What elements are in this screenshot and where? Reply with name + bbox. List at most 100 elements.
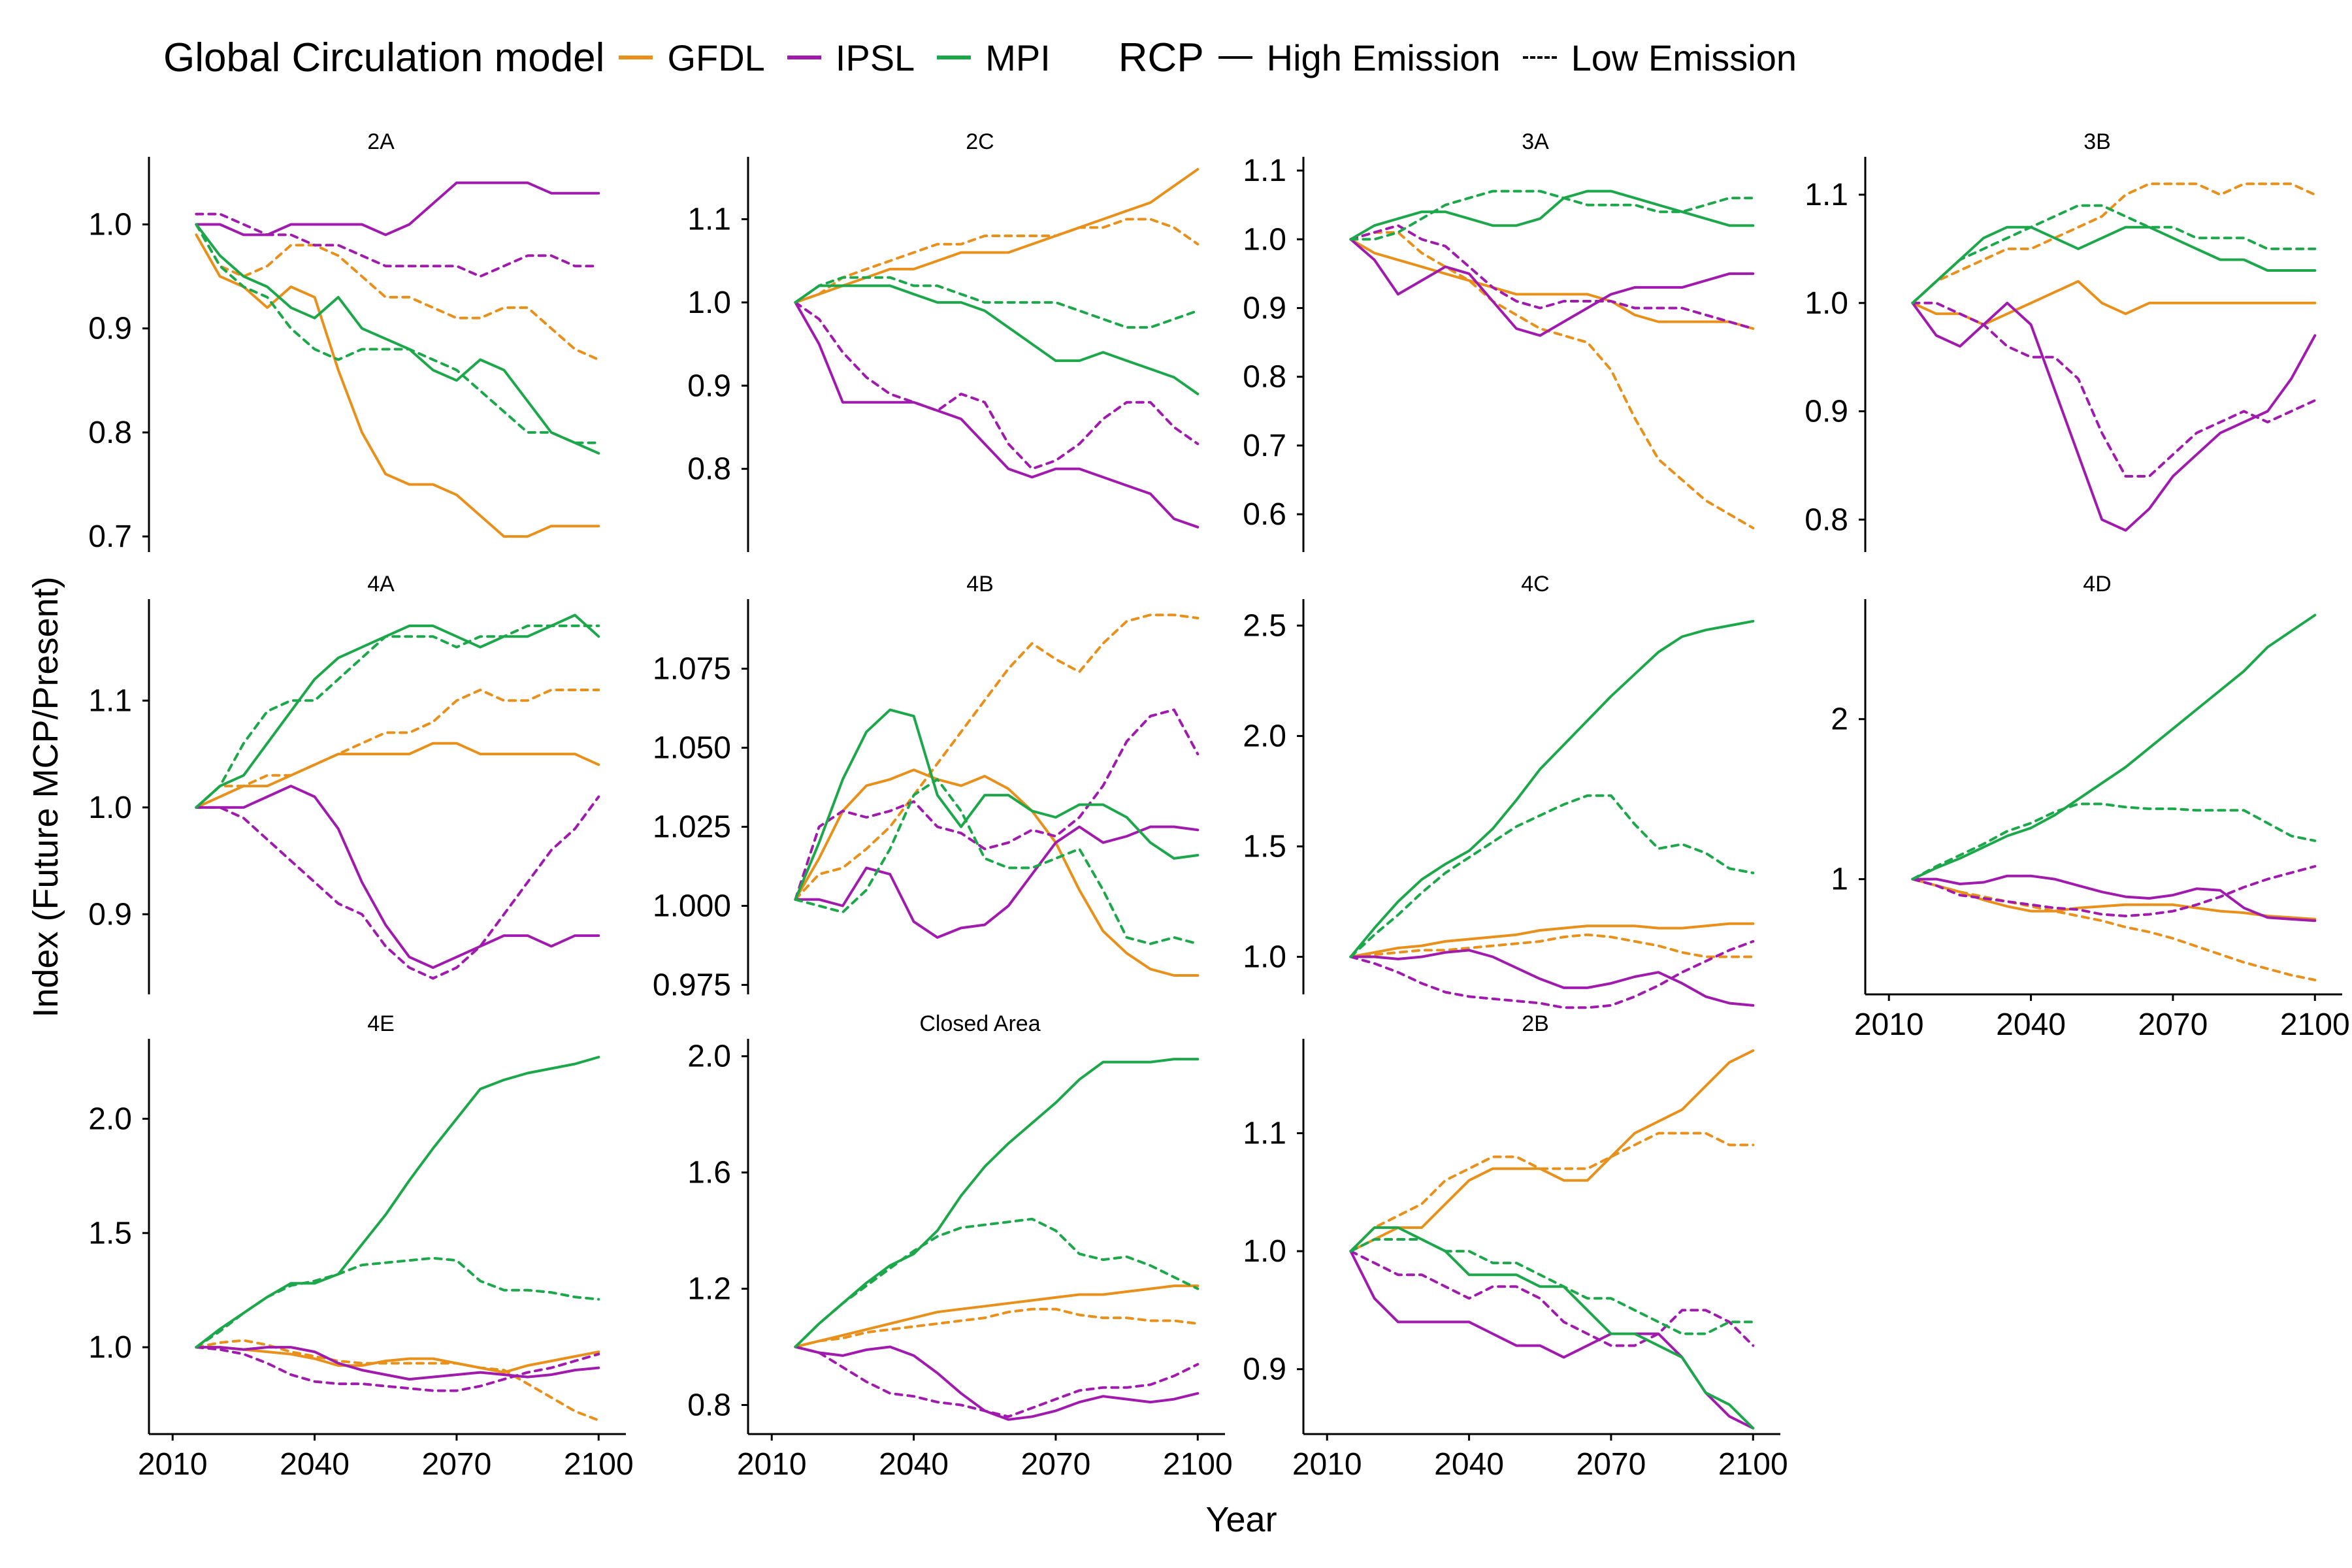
series-line-mpi-high-emission [195,223,600,455]
series-line-mpi-high-emission [1911,613,2317,881]
series-line-gfdl-low-emission [1911,182,2317,304]
panel-2a: 2A 0.7 0.8 0.9 1.0 [88,129,600,554]
y-tick-label: 1.025 [653,809,731,844]
y-tick-label: 1.1 [88,683,132,718]
panel-title: 4E [367,1011,395,1036]
series-line-mpi-low-emission [794,1217,1200,1348]
panel-title: 2A [367,129,395,154]
y-tick-label: 0.9 [1243,1352,1286,1387]
series-line-mpi-low-emission [195,223,600,444]
y-tick-label: 1.0 [1805,286,1848,321]
series-line-ipsl-high-emission [1349,238,1755,337]
series-line-mpi-low-emission [195,624,600,809]
y-tick-label: 0.9 [88,897,132,932]
legend-gcm-title: Global Circulation model [163,35,605,80]
legend-label-ipsl: IPSL [835,37,915,78]
series-line-mpi-low-emission [794,276,1200,329]
y-tick-label: 1.0 [88,207,132,242]
series-line-ipsl-low-emission [195,212,600,278]
series-line-gfdl-low-emission [195,223,600,361]
panel-3b: 3B 0.8 0.9 1.0 1.1 [1805,129,2317,552]
y-tick-label: 2.0 [88,1102,132,1136]
series-line-mpi-high-emission [195,613,600,809]
y-tick-label: 1.0 [687,286,731,320]
legend-label-high-emission: High Emission [1266,37,1501,78]
series-line-gfdl-low-emission [195,689,600,809]
legend-item-mpi: MPI [937,37,1051,79]
series-line-ipsl-low-emission [794,301,1200,470]
series-line-gfdl-low-emission [1349,933,1755,958]
x-tick-label: 2070 [1021,1447,1091,1482]
y-tick-label: 1.0 [88,1330,132,1365]
legend-item-low-emission: Low Emission [1522,37,1797,79]
panel-title: 4A [367,572,395,596]
series-line-gfdl-high-emission [195,742,600,809]
series-line-gfdl-low-emission [794,218,1200,304]
series-line-ipsl-low-emission [794,1345,1200,1418]
panel-2b: 2B 0.9 1.0 1.1 2010 2040 2070 2100 [1243,1011,1788,1482]
panel-3a: 3A 0.6 0.7 0.8 0.9 1.0 1.1 [1243,129,1755,552]
series-line-gfdl-high-emission [1349,1049,1755,1253]
y-tick-label: 0.8 [687,1388,731,1423]
series-line-ipsl-high-emission [794,301,1200,529]
series-line-ipsl-high-emission [794,825,1200,939]
y-tick-label: 0.8 [1243,360,1286,395]
y-tick-label: 0.9 [1805,395,1848,429]
series-line-gfdl-high-emission [1349,238,1755,330]
y-tick-label: 0.7 [1243,429,1286,463]
series-line-ipsl-low-emission [195,795,600,980]
series-line-ipsl-low-emission [195,1346,600,1392]
panel-4c: 4C 1.0 1.5 2.0 2.5 [1243,572,1755,1009]
y-tick-label: 1.2 [687,1272,731,1307]
series-line-ipsl-high-emission [195,1346,600,1381]
series-line-gfdl-low-emission [1349,1132,1755,1253]
panel-4b: 4B 0.975 1.000 1.025 1.050 1.075 [653,572,1200,1002]
x-tick-label: 2100 [1163,1447,1233,1482]
legend-item-gfdl: GFDL [619,37,765,79]
y-tick-label: 2.0 [687,1039,731,1074]
series-line-gfdl-high-emission [1911,280,2317,326]
series-line-gfdl-high-emission [794,168,1200,304]
series-line-ipsl-low-emission [1349,1250,1755,1347]
legend-rcp-title: RCP [1118,35,1204,80]
panel-title: 4C [1521,572,1549,596]
legend-swatch-mpi [937,56,972,59]
series-line-gfdl-low-emission [794,1307,1200,1348]
x-tick-label: 2010 [1854,1007,1924,1042]
series-line-mpi-low-emission [1349,794,1755,958]
y-tick-label: 2.5 [1243,609,1286,644]
x-tick-label: 2070 [422,1447,492,1482]
series-line-gfdl-low-emission [794,613,1200,901]
panel-title: 4B [966,572,994,596]
y-tick-label: 1.0 [1243,222,1286,257]
series-line-gfdl-low-emission [1911,877,2317,981]
legend-label-gfdl: GFDL [667,37,765,78]
legend-swatch-ipsl [787,56,821,59]
x-tick-label: 2040 [280,1447,350,1482]
y-tick-label: 1.1 [1805,178,1848,212]
series-line-ipsl-low-emission [1349,939,1755,1009]
y-tick-label: 1.6 [687,1156,731,1190]
series-line-ipsl-low-emission [1911,865,2317,917]
y-tick-label: 1.5 [1243,830,1286,864]
x-tick-label: 2010 [1292,1447,1362,1482]
series-line-ipsl-high-emission [195,181,600,237]
series-line-ipsl-high-emission [1911,301,2317,532]
x-tick-label: 2070 [2138,1007,2208,1042]
series-line-gfdl-high-emission [794,768,1200,977]
x-tick-label: 2040 [1996,1007,2066,1042]
legend-label-low-emission: Low Emission [1571,37,1797,78]
x-tick-label: 2040 [879,1447,949,1482]
y-axis-label: Index (Future MCP/Present) [26,576,65,1018]
x-axis-label: Year [1205,1500,1277,1539]
panel-closed-area: Closed Area 0.8 1.2 1.6 2.0 2010 2040 2070 2100 [687,1011,1232,1482]
series-line-mpi-high-emission [1349,1226,1755,1429]
series-line-gfdl-high-emission [195,1346,600,1374]
x-tick-label: 2010 [737,1447,807,1482]
legend-swatch-solid [1218,56,1252,59]
y-tick-label: 1.0 [1243,1234,1286,1269]
y-tick-label: 0.9 [1243,291,1286,325]
legend: Global Circulation model GFDL IPSL MPI R… [163,31,1819,84]
series-line-mpi-high-emission [794,1058,1200,1348]
series-line-mpi-high-emission [1349,189,1755,241]
